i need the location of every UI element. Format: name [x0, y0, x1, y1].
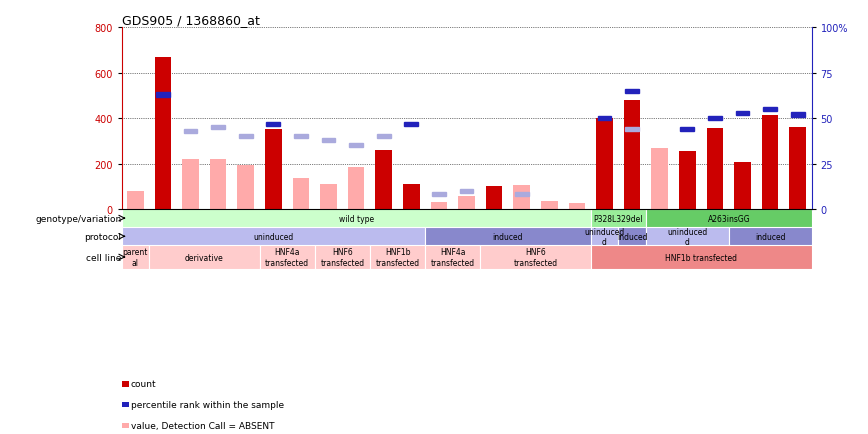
Text: value, Detection Call = ABSENT: value, Detection Call = ABSENT: [131, 421, 274, 430]
Bar: [618, 228, 646, 246]
Bar: [210, 160, 227, 210]
Bar: [403, 184, 419, 210]
Text: A263insGG: A263insGG: [707, 214, 750, 223]
Bar: [763, 108, 777, 112]
Text: HNF4a
transfected: HNF4a transfected: [265, 248, 309, 267]
Text: count: count: [131, 380, 156, 388]
Bar: [736, 112, 749, 115]
Bar: [646, 210, 812, 228]
Bar: [149, 246, 260, 269]
Bar: [315, 246, 370, 269]
Bar: [404, 122, 418, 126]
Bar: [460, 189, 473, 194]
Bar: [127, 191, 143, 210]
Bar: [598, 117, 611, 121]
Bar: [734, 163, 751, 210]
Bar: [591, 228, 618, 246]
Bar: [122, 246, 149, 269]
Text: protocol: protocol: [84, 232, 122, 241]
Bar: [182, 160, 199, 210]
Text: P328L329del: P328L329del: [594, 214, 643, 223]
Bar: [646, 228, 729, 246]
Text: genotype/variation: genotype/variation: [36, 214, 122, 223]
Text: HNF6
transfected: HNF6 transfected: [320, 248, 365, 267]
Bar: [266, 122, 280, 126]
Bar: [762, 115, 779, 210]
Bar: [708, 117, 722, 121]
Bar: [377, 135, 391, 139]
Bar: [156, 93, 170, 97]
Bar: [679, 152, 695, 210]
Text: GDS905 / 1368860_at: GDS905 / 1368860_at: [122, 14, 260, 27]
Text: percentile rank within the sample: percentile rank within the sample: [131, 401, 284, 409]
Bar: [591, 246, 812, 269]
Bar: [625, 90, 639, 94]
Bar: [596, 119, 613, 210]
Bar: [515, 193, 529, 197]
Bar: [238, 165, 254, 210]
Bar: [790, 128, 806, 210]
Bar: [184, 129, 197, 134]
Text: HNF1b transfected: HNF1b transfected: [665, 253, 737, 262]
Text: derivative: derivative: [185, 253, 224, 262]
Bar: [122, 228, 425, 246]
Text: induced: induced: [617, 232, 648, 241]
Bar: [480, 246, 591, 269]
Text: HNF1b
transfected: HNF1b transfected: [376, 248, 419, 267]
Bar: [791, 113, 805, 117]
Bar: [625, 128, 639, 132]
Bar: [591, 210, 646, 228]
Text: HNF4a
transfected: HNF4a transfected: [431, 248, 475, 267]
Bar: [425, 246, 480, 269]
Bar: [265, 130, 281, 210]
Bar: [260, 246, 315, 269]
Text: uninduced
d: uninduced d: [667, 227, 707, 247]
Bar: [293, 179, 309, 210]
Bar: [239, 135, 253, 139]
Bar: [349, 144, 363, 148]
Bar: [370, 246, 425, 269]
Text: uninduced
d: uninduced d: [584, 227, 625, 247]
Text: cell line: cell line: [86, 253, 122, 262]
Bar: [624, 101, 641, 210]
Bar: [348, 168, 365, 210]
Bar: [486, 187, 503, 210]
Text: wild type: wild type: [339, 214, 374, 223]
Bar: [431, 203, 447, 210]
Bar: [320, 184, 337, 210]
Text: induced: induced: [755, 232, 786, 241]
Bar: [541, 201, 557, 210]
Text: parent
al: parent al: [122, 248, 148, 267]
Text: uninduced: uninduced: [253, 232, 293, 241]
Bar: [652, 148, 668, 210]
Bar: [294, 135, 308, 139]
Bar: [155, 58, 171, 210]
Bar: [569, 204, 585, 210]
Bar: [729, 228, 812, 246]
Bar: [122, 210, 591, 228]
Bar: [514, 186, 530, 210]
Bar: [322, 138, 335, 143]
Bar: [458, 197, 475, 210]
Bar: [681, 128, 694, 132]
Text: induced: induced: [493, 232, 523, 241]
Text: HNF6
transfected: HNF6 transfected: [514, 248, 557, 267]
Bar: [211, 126, 225, 130]
Bar: [425, 228, 591, 246]
Bar: [376, 151, 392, 210]
Bar: [707, 129, 723, 210]
Bar: [432, 193, 446, 197]
